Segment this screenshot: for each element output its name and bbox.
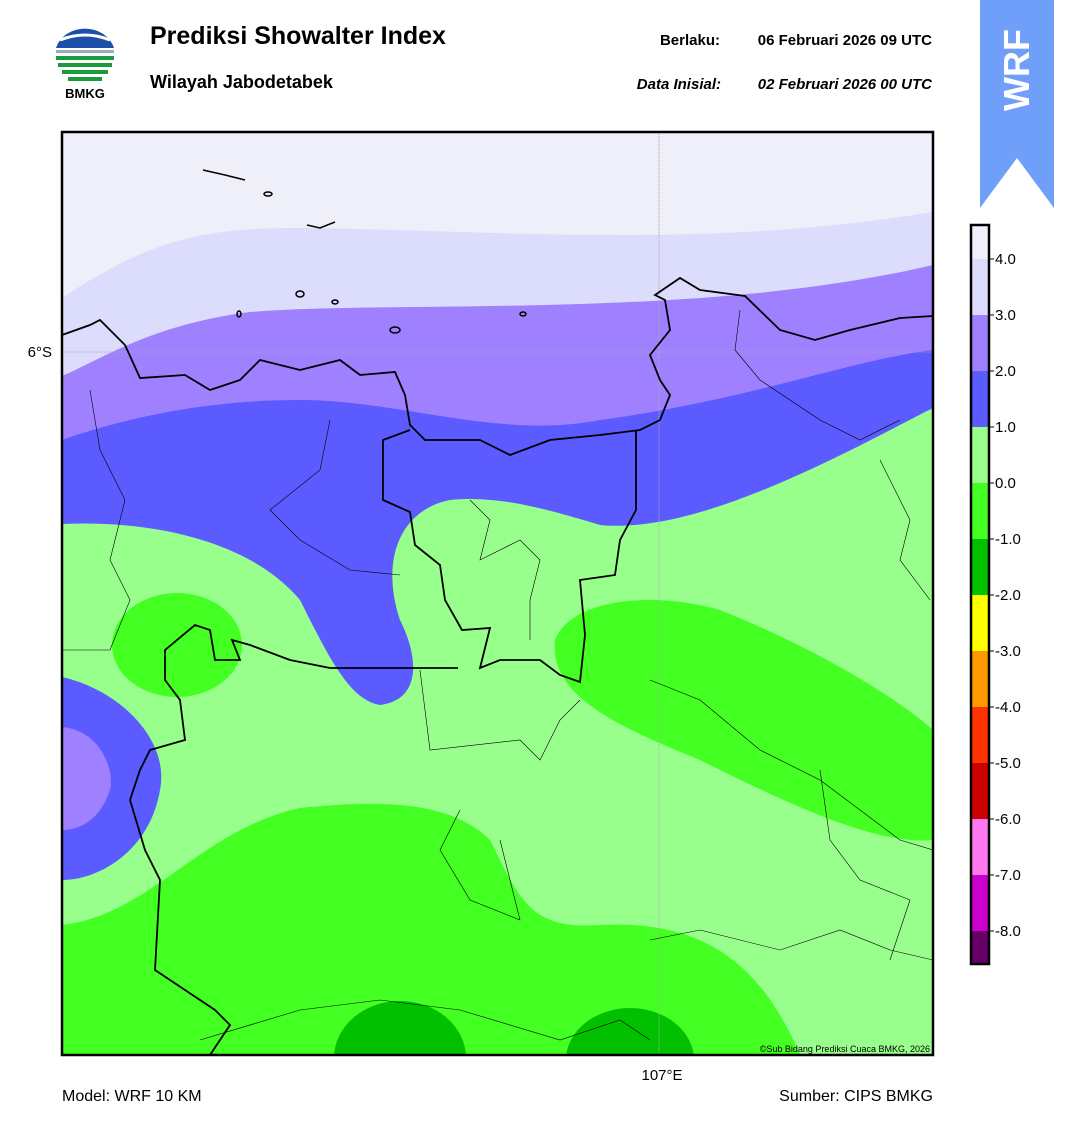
init-time: 02 Februari 2026 00 UTC [758, 76, 933, 93]
colorbar-segment [971, 259, 989, 315]
map-frame [60, 130, 935, 1057]
colorbar-segment [971, 931, 989, 964]
wrf-badge [980, 0, 1054, 208]
logo-text: BMKG [65, 86, 105, 101]
colorbar-label: -6.0 [995, 811, 1021, 828]
colorbar-segment [971, 371, 989, 427]
colorbar-segment [971, 763, 989, 819]
source-label: Sumber: CIPS BMKG [779, 1088, 933, 1105]
subtitle: Wilayah Jabodetabek [150, 72, 334, 92]
colorbar-segment [971, 819, 989, 875]
bmkg-logo: BMKG [56, 28, 114, 101]
colorbar: 4.0 3.0 2.0 1.0 0.0 -1.0 -2.0 -3.0 -4.0 -5.0 -6.0 -… [969, 223, 1021, 966]
colorbar-label: -7.0 [995, 867, 1021, 884]
colorbar-label: 0.0 [995, 475, 1016, 492]
lon-label: 107°E [641, 1067, 682, 1084]
colorbar-segment [971, 427, 989, 483]
colorbar-label: -2.0 [995, 587, 1021, 604]
colorbar-label: 4.0 [995, 251, 1016, 268]
colorbar-segment [971, 225, 989, 259]
colorbar-segment [971, 315, 989, 371]
colorbar-label: 3.0 [995, 307, 1016, 324]
valid-time: 06 Februari 2026 09 UTC [758, 32, 932, 49]
colorbar-label: 2.0 [995, 363, 1016, 380]
colorbar-label: -5.0 [995, 755, 1021, 772]
colorbar-segment [971, 707, 989, 763]
lat-label: 6°S [28, 344, 52, 361]
badge-text: WRF [996, 29, 1037, 111]
model-label: Model: WRF 10 KM [62, 1088, 202, 1105]
colorbar-label: 1.0 [995, 419, 1016, 436]
init-label: Data Inisial: [637, 76, 721, 93]
colorbar-segment [971, 651, 989, 707]
colorbar-segment [971, 539, 989, 595]
colorbar-segment [971, 595, 989, 651]
title: Prediksi Showalter Index [150, 22, 446, 50]
colorbar-label: -8.0 [995, 923, 1021, 940]
colorbar-label: -4.0 [995, 699, 1021, 716]
colorbar-segment [971, 483, 989, 539]
map: ©Sub Bidang Prediksi Cuaca BMKG, 2026 [62, 132, 933, 1055]
valid-label: Berlaku: [660, 32, 720, 49]
credit: ©Sub Bidang Prediksi Cuaca BMKG, 2026 [760, 1044, 930, 1054]
colorbar-label: -3.0 [995, 643, 1021, 660]
colorbar-label: -1.0 [995, 531, 1021, 548]
colorbar-segment [971, 875, 989, 931]
